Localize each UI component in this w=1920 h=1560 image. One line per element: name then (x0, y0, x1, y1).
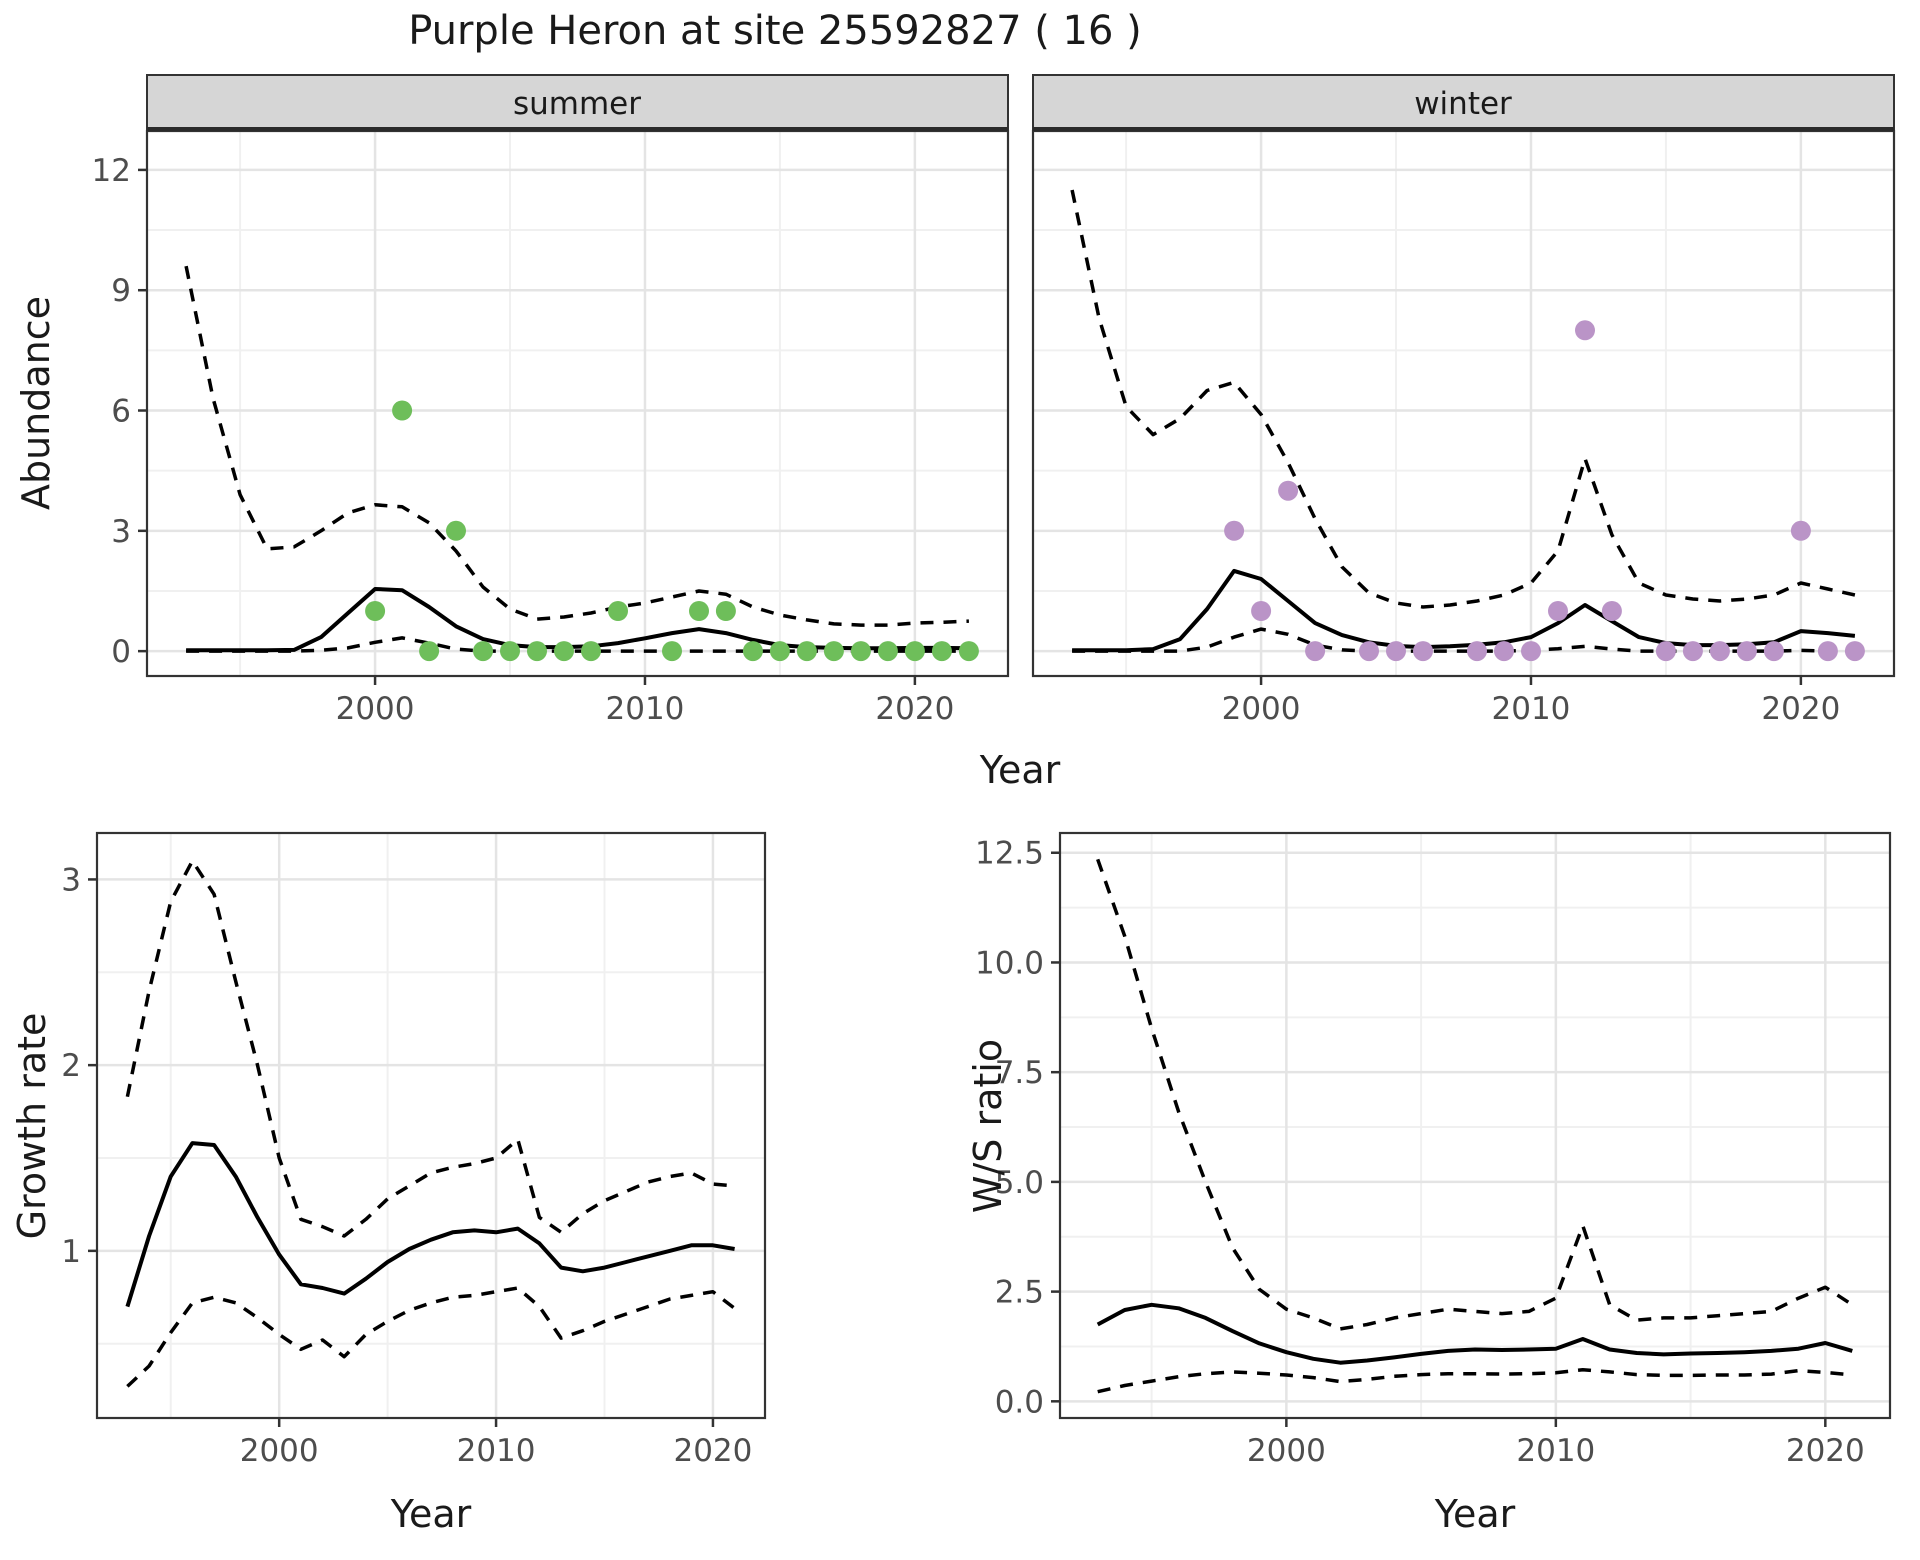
summer-panel: 2000 2010 2020 0 3 6 9 12 (92, 129, 1010, 727)
x-axis-title-year-top: Year (979, 748, 1061, 792)
winter-observation-point (1305, 641, 1326, 662)
winter-observation-point (1548, 601, 1568, 621)
winter-panel: 2000 2010 2020 (1031, 129, 1896, 727)
y-tick-label: 9 (111, 273, 131, 309)
winter-observation-point (1278, 480, 1299, 501)
winter-observation-point (1790, 520, 1811, 541)
summer-observation-point (742, 641, 763, 662)
x-tick-label: 2020 (1786, 1433, 1865, 1469)
y-tick-label: 10.0 (975, 945, 1044, 981)
x-tick-label: 2010 (1516, 1433, 1595, 1469)
winter-observation-point (1494, 641, 1514, 662)
summer-facet-strip (146, 74, 1009, 132)
x-tick-label: 2020 (875, 691, 954, 727)
x-tick-label: 2020 (1761, 691, 1840, 727)
winter-observation-point (1224, 520, 1245, 541)
summer-observation-point (877, 641, 898, 662)
summer-observation-point (581, 641, 601, 662)
strip-label-summer: summer (512, 86, 642, 122)
summer-points (365, 400, 979, 662)
y-tick-label: 6 (111, 394, 131, 430)
y-tick-label: 2 (61, 1048, 81, 1084)
summer-observation-point (554, 641, 574, 662)
y-axis-title-growth-rate: Growth rate (10, 1012, 54, 1240)
winter-observation-point (1655, 641, 1676, 662)
winter-observation-point (1413, 641, 1433, 662)
winter-observation-point (1817, 641, 1838, 662)
growth-rate-lower-ci-line (126, 1286, 736, 1388)
summer-observation-point (796, 641, 817, 662)
growth-rate-upper-ci-line (125, 859, 735, 1238)
y-tick-label: 1 (61, 1234, 81, 1270)
summer-observation-point (769, 641, 790, 662)
summer-observation-point (904, 641, 925, 662)
ws-ratio-fit-line (1096, 1302, 1853, 1365)
x-tick-label: 2000 (1247, 1433, 1326, 1469)
y-tick-label: 0 (111, 634, 131, 670)
winter-observation-point (1251, 601, 1272, 621)
summer-observation-point (931, 641, 952, 662)
winter-observation-point (1844, 641, 1865, 662)
summer-observation-point (392, 400, 413, 421)
y-tick-label: 7.5 (995, 1055, 1044, 1091)
winter-observation-point (1709, 641, 1730, 662)
ws-ratio-panel: 2000 2010 2020 0.0 2.5 5.0 7.5 10.0 12.5 (975, 831, 1892, 1469)
x-tick-label: 2010 (1492, 691, 1571, 727)
y-axis-title-abundance: Abundance (14, 295, 58, 511)
y-axis-title-ws-ratio: W/S ratio (966, 1038, 1010, 1214)
summer-observation-point (958, 641, 979, 662)
y-tick-label: 12 (92, 153, 131, 189)
x-tick-label: 2010 (606, 691, 685, 727)
winter-observation-point (1521, 641, 1541, 662)
x-tick-label: 2000 (1222, 691, 1301, 727)
winter-observation-point (1682, 641, 1703, 662)
summer-observation-point (608, 601, 628, 621)
y-tick-label: 2.5 (995, 1275, 1044, 1311)
y-tick-label: 3 (61, 862, 81, 898)
y-tick-label: 3 (111, 514, 131, 550)
summer-observation-point (419, 641, 440, 662)
winter-observation-point (1736, 641, 1757, 662)
summer-observation-point (850, 641, 871, 662)
growth-rate-fit-line (125, 1141, 735, 1308)
summer-observation-point (715, 601, 736, 621)
summer-observation-point (500, 641, 520, 662)
winter-lower-ci-line (1072, 627, 1855, 653)
summer-observation-point (823, 641, 844, 662)
summer-upper-ci-line (184, 265, 969, 627)
ws-ratio-lower-ci-line (1097, 1367, 1853, 1394)
winter-observation-point (1763, 641, 1784, 662)
strip-label-winter: winter (1414, 86, 1512, 122)
winter-observation-point (1575, 320, 1595, 341)
summer-observation-point (689, 601, 709, 621)
x-axis-title-year-growth: Year (390, 1492, 472, 1536)
winter-observation-point (1386, 641, 1406, 662)
summer-observation-point (662, 641, 682, 662)
winter-upper-ci-line (1070, 189, 1856, 609)
summer-observation-point (473, 641, 493, 662)
summer-observation-point (446, 520, 466, 541)
x-tick-label: 2010 (457, 1433, 536, 1469)
plot-title: Purple Heron at site 25592827 ( 16 ) (408, 8, 1142, 54)
y-tick-label: 5.0 (995, 1165, 1044, 1201)
x-tick-label: 2000 (240, 1433, 319, 1469)
x-axis-title-year-ws: Year (1434, 1492, 1516, 1536)
x-tick-label: 2020 (673, 1433, 752, 1469)
winter-observation-point (1601, 601, 1622, 621)
y-tick-label: 12.5 (975, 836, 1044, 872)
y-tick-label: 0.0 (995, 1384, 1044, 1420)
x-tick-label: 2000 (336, 691, 415, 727)
summer-observation-point (527, 641, 547, 662)
growth-rate-panel: 2000 2010 2020 1 2 3 (61, 831, 767, 1469)
winter-points (1224, 320, 1865, 662)
winter-observation-point (1359, 641, 1379, 662)
winter-observation-point (1467, 641, 1487, 662)
winter-facet-strip (1032, 74, 1895, 132)
summer-observation-point (365, 601, 386, 621)
